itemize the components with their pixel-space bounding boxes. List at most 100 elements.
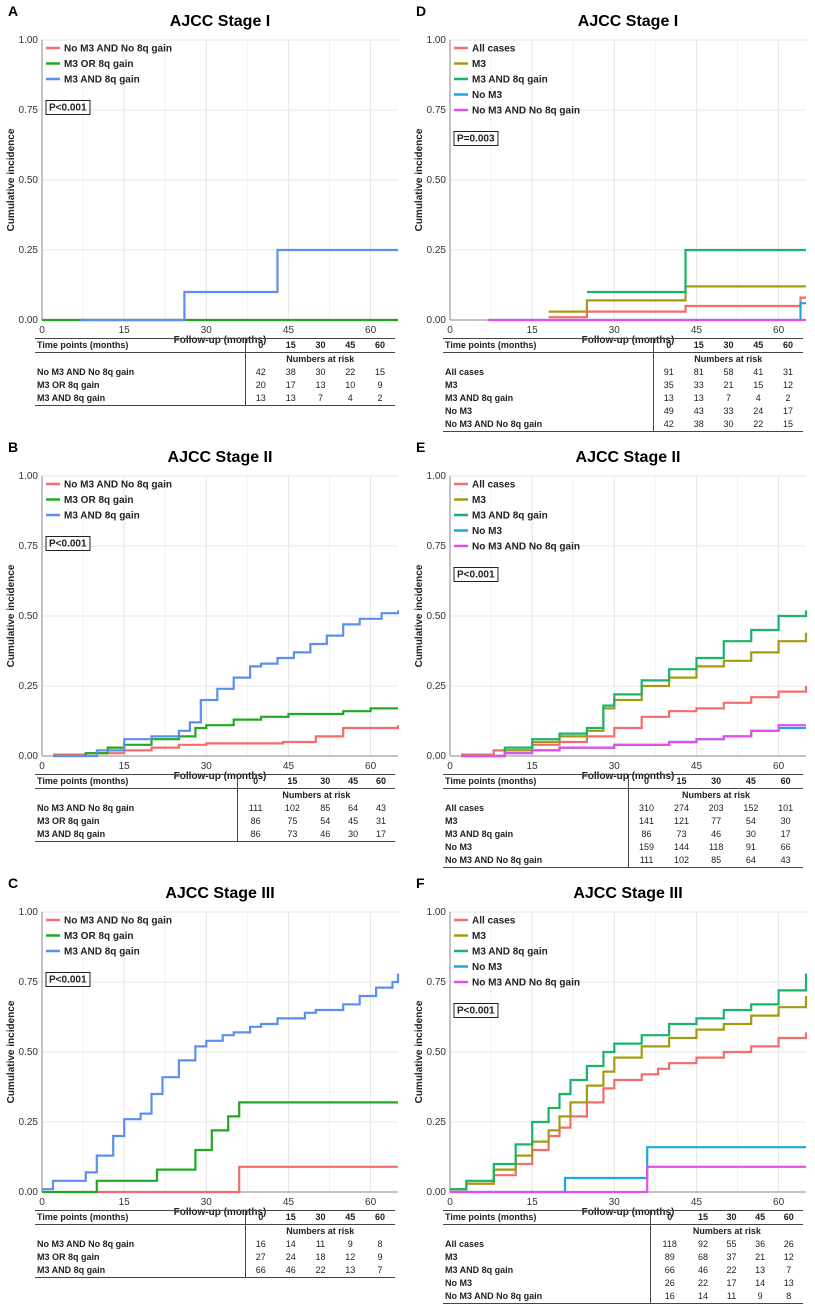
- risk-cell: 22: [743, 418, 774, 432]
- risk-cell: 102: [284, 803, 300, 813]
- y-axis-label: Cumulative incidence: [414, 1000, 425, 1103]
- risk-cell: 17: [726, 1278, 737, 1288]
- risk-cell: 41: [753, 367, 764, 377]
- chart-svg: A AJCC Stage I 0 15 30 45 60 0.00 0.25 0.50 0.75 1.…: [6, 3, 398, 346]
- risk-subheader: Numbers at risk: [286, 1226, 355, 1236]
- legend-label: M3 OR 8q gain: [64, 931, 133, 942]
- legend-label: No M3 AND No 8q gain: [64, 44, 172, 55]
- x-tick-label: 15: [119, 1197, 131, 1208]
- risk-table-row: M3 AND 8q gain 13 13 7 4 2: [35, 392, 395, 406]
- legend-label: All cases: [472, 44, 516, 55]
- panel-a: A AJCC Stage I 0 15 30 45 60 0.00 0.25 0.50 0.75 1.…: [0, 0, 407, 436]
- risk-cell: 13: [783, 1278, 794, 1288]
- risk-row-label: M3: [443, 1251, 651, 1264]
- x-tick-label: 0: [447, 325, 453, 336]
- risk-cell: 152: [743, 803, 759, 813]
- p-value-box: [453, 131, 499, 146]
- risk-cell: 13: [335, 1264, 366, 1278]
- risk-table-header-row: Time points (months) 0 15 30 45 60: [35, 1210, 395, 1225]
- y-tick-label: 0.25: [427, 1117, 447, 1128]
- risk-cell: 111: [248, 803, 263, 813]
- x-tick-label: 15: [527, 325, 539, 336]
- legend-label: M3 AND 8q gain: [64, 511, 140, 522]
- risk-cell: 37: [726, 1252, 737, 1262]
- risk-table-row: M3 141 121 77 54 30: [443, 815, 803, 828]
- risk-time-point: 45: [745, 1210, 775, 1225]
- y-tick-label: 0.00: [427, 751, 447, 762]
- risk-row-label: M3 OR 8q gain: [35, 1251, 246, 1264]
- risk-table-row: No M3 26 22 17 14 13: [443, 1277, 803, 1290]
- risk-row-label: No M3 AND No 8q gain: [443, 1290, 651, 1304]
- risk-row-label: No M3 AND No 8q gain: [443, 418, 654, 432]
- risk-cell: 86: [641, 829, 652, 839]
- y-tick-label: 0.75: [427, 105, 447, 116]
- risk-time-point: 60: [367, 774, 395, 789]
- legend: All cases M3 M3 AND 8q gain No M3 No M3 AND …: [454, 44, 580, 117]
- x-tick-label: 0: [39, 325, 45, 336]
- risk-cell: 13: [663, 393, 674, 403]
- risk-cell: 33: [693, 380, 704, 390]
- series-line-2: [42, 973, 400, 1191]
- risk-time-point: 30: [305, 1210, 336, 1225]
- risk-time-point: 0: [245, 338, 276, 353]
- risk-table-row: No M3 AND No 8q gain 111 102 85 64 43: [443, 854, 803, 868]
- series-group: [42, 973, 400, 1194]
- x-tick-label: 15: [527, 761, 539, 772]
- y-tick-label: 0.25: [19, 245, 39, 256]
- risk-cell: 118: [662, 1239, 677, 1249]
- panel-e: E AJCC Stage II 0 15 30 45 60 0.00 0.25 0.50 0.75 1…: [408, 436, 815, 872]
- risk-cell: 7: [365, 1264, 395, 1278]
- risk-cell: 89: [664, 1252, 675, 1262]
- legend-label: M3 AND 8q gain: [472, 75, 548, 86]
- risk-cell: 46: [311, 828, 340, 842]
- x-tick-label: 60: [773, 1197, 785, 1208]
- risk-cell: 13: [275, 392, 306, 406]
- risk-table-row: M3 AND 8q gain 86 73 46 30 17: [35, 828, 395, 842]
- risk-table-row: No M3 159 144 118 91 66: [443, 841, 803, 854]
- y-tick-label: 0.50: [427, 1047, 447, 1058]
- risk-table-row: No M3 49 43 33 24 17: [443, 405, 803, 418]
- risk-time-point: 0: [628, 774, 665, 789]
- p-value: P=0.003: [457, 134, 495, 145]
- series-group: [450, 973, 808, 1194]
- risk-table-row: M3 AND 8q gain 66 46 22 13 7: [443, 1264, 803, 1277]
- series-line-2: [461, 610, 808, 758]
- risk-cell: 68: [697, 1252, 708, 1262]
- risk-cell: 91: [745, 842, 756, 852]
- series-group: [42, 248, 398, 322]
- legend-label: M3: [472, 931, 486, 942]
- panel-letter: B: [8, 439, 18, 455]
- risk-cell: 15: [375, 367, 386, 377]
- y-tick-label: 1.00: [19, 907, 39, 918]
- series-line-0: [53, 725, 400, 756]
- risk-cell: 8: [377, 1239, 383, 1249]
- legend-label: All cases: [472, 916, 516, 927]
- risk-table-header-row: Time points (months) 0 15 30 45 60: [443, 338, 803, 353]
- risk-cell: 22: [305, 1264, 336, 1278]
- risk-time-point: 15: [683, 338, 714, 353]
- risk-cell: 43: [693, 406, 704, 416]
- legend: All cases M3 M3 AND 8q gain No M3 No M3 AND …: [454, 480, 580, 553]
- risk-subheader: Numbers at risk: [694, 354, 763, 364]
- chart-title: AJCC Stage III: [165, 885, 274, 902]
- x-tick-label: 0: [447, 761, 453, 772]
- series-group: [53, 610, 400, 758]
- risk-cell: 75: [287, 816, 298, 826]
- risk-row-label: All cases: [443, 802, 629, 815]
- risk-cell: 43: [768, 854, 803, 868]
- risk-cell: 58: [723, 367, 734, 377]
- risk-table-row: M3 OR 8q gain 20 17 13 10 9: [35, 379, 395, 392]
- risk-time-point: 0: [653, 338, 684, 353]
- y-axis-label: Cumulative incidence: [414, 128, 425, 231]
- risk-time-point: 15: [688, 1210, 718, 1225]
- panel-f: F AJCC Stage III 0 15 30 45 60 0.00 0.25 0.50 0.75…: [408, 872, 815, 1308]
- risk-row-label: No M3 AND No 8q gain: [443, 854, 629, 868]
- p-value: P<0.001: [49, 975, 87, 986]
- risk-table-row: M3 OR 8q gain 27 24 18 12 9: [35, 1251, 395, 1264]
- series-line-1: [461, 632, 808, 758]
- risk-table: Time points (months) 0 15 30 45 60 Numbers at …: [35, 338, 395, 406]
- risk-cell: 85: [320, 803, 331, 813]
- x-tick-label: 0: [447, 1197, 453, 1208]
- p-value: P<0.001: [457, 570, 495, 581]
- y-tick-label: 0.00: [19, 751, 39, 762]
